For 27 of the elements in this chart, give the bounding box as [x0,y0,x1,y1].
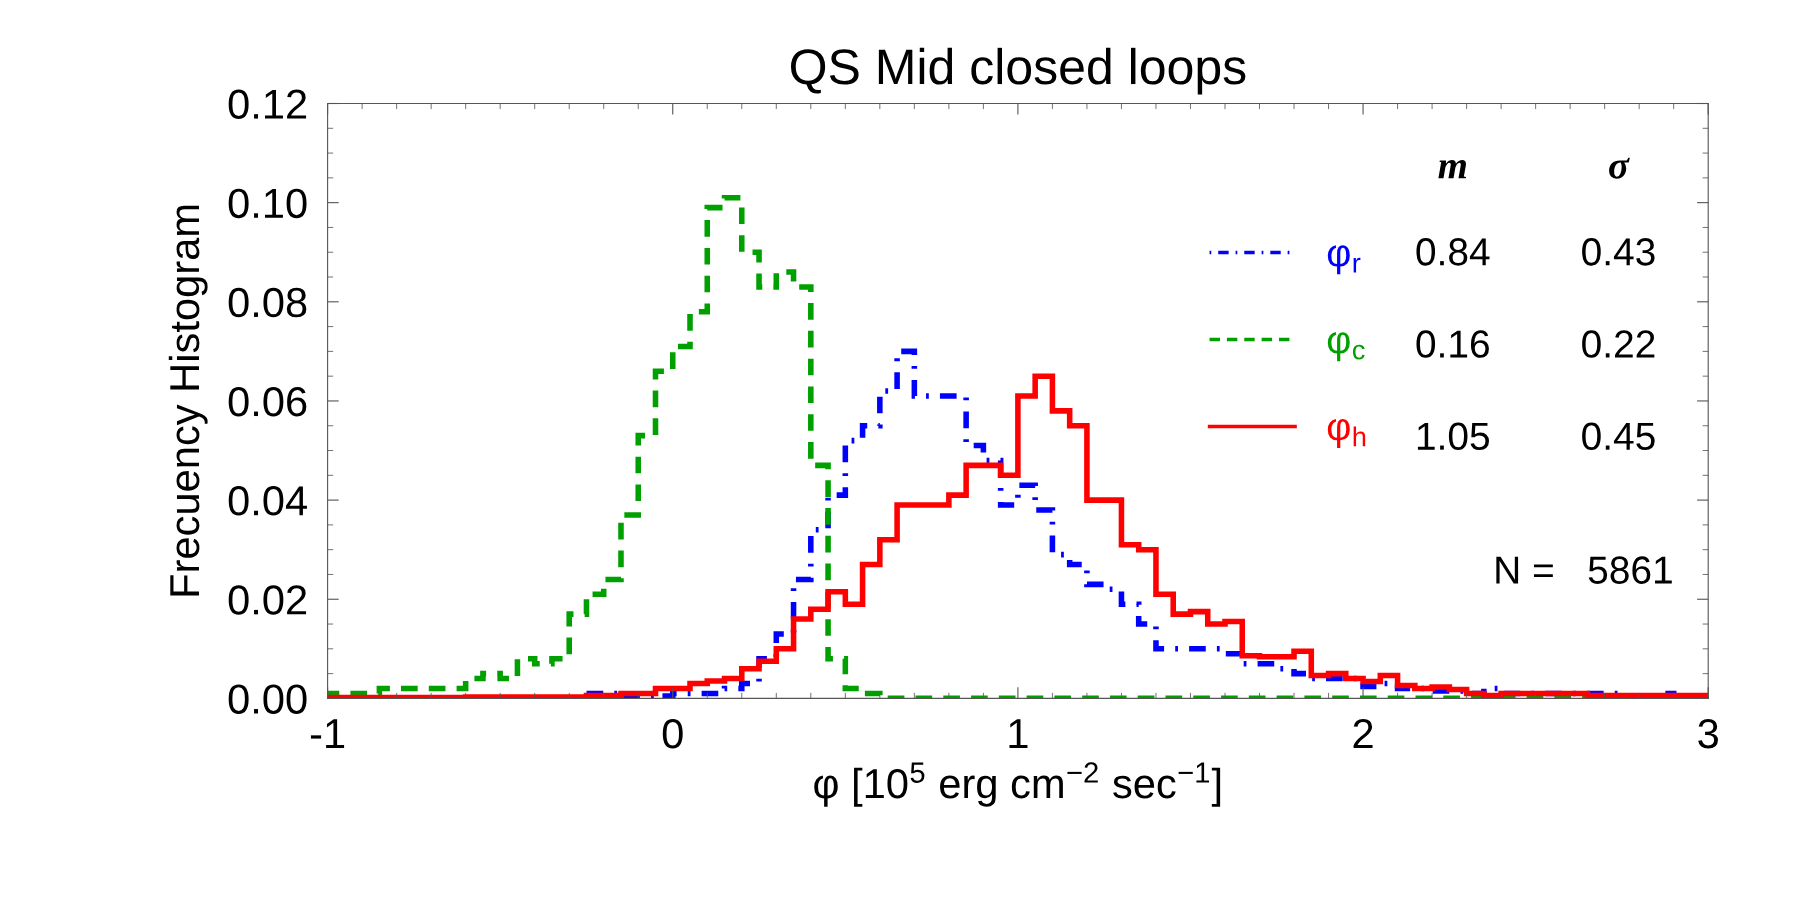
y-tick-label: 0.06 [228,386,307,417]
annotation: 0.22 [1582,330,1655,358]
x-tick-label: 1 [1009,719,1028,749]
annotation: σ [1609,157,1630,179]
annotation: 0.43 [1582,238,1655,266]
y-tick-label: 0.08 [228,287,307,318]
legend-label: φ$_{c}$ [1327,332,1365,362]
y-tick-label: 0.02 [228,585,307,615]
annotation: m [1438,159,1467,179]
annotation: 0.16 [1416,330,1489,358]
legend-label: φ$_{r}$ [1327,245,1361,275]
legend-label: φ$_{h}$ [1327,419,1366,449]
annotation: N = 5861 [1496,556,1672,584]
x-axis-title: φ [10$^{5}$ erg cm$^{−2}$ sec$^{−1}$] [814,762,1221,807]
x-tick-label: 3 [1698,718,1718,749]
y-tick-label: 0.04 [228,486,307,516]
annotation: 0.45 [1582,422,1655,451]
x-tick-label: 0 [662,718,683,749]
annotation: 0.84 [1416,238,1490,266]
x-tick-label: -1 [310,719,345,749]
y-tick-label: 0.10 [228,188,307,219]
y-axis-title: Frecuency Histogram [168,205,208,596]
annotation: 1.05 [1417,422,1490,451]
y-tick-label: 0.12 [228,89,307,120]
x-tick-label: 2 [1353,718,1373,749]
y-tick-label: 0.00 [228,684,307,714]
chart-title: QS Mid closed loops [791,47,1246,95]
